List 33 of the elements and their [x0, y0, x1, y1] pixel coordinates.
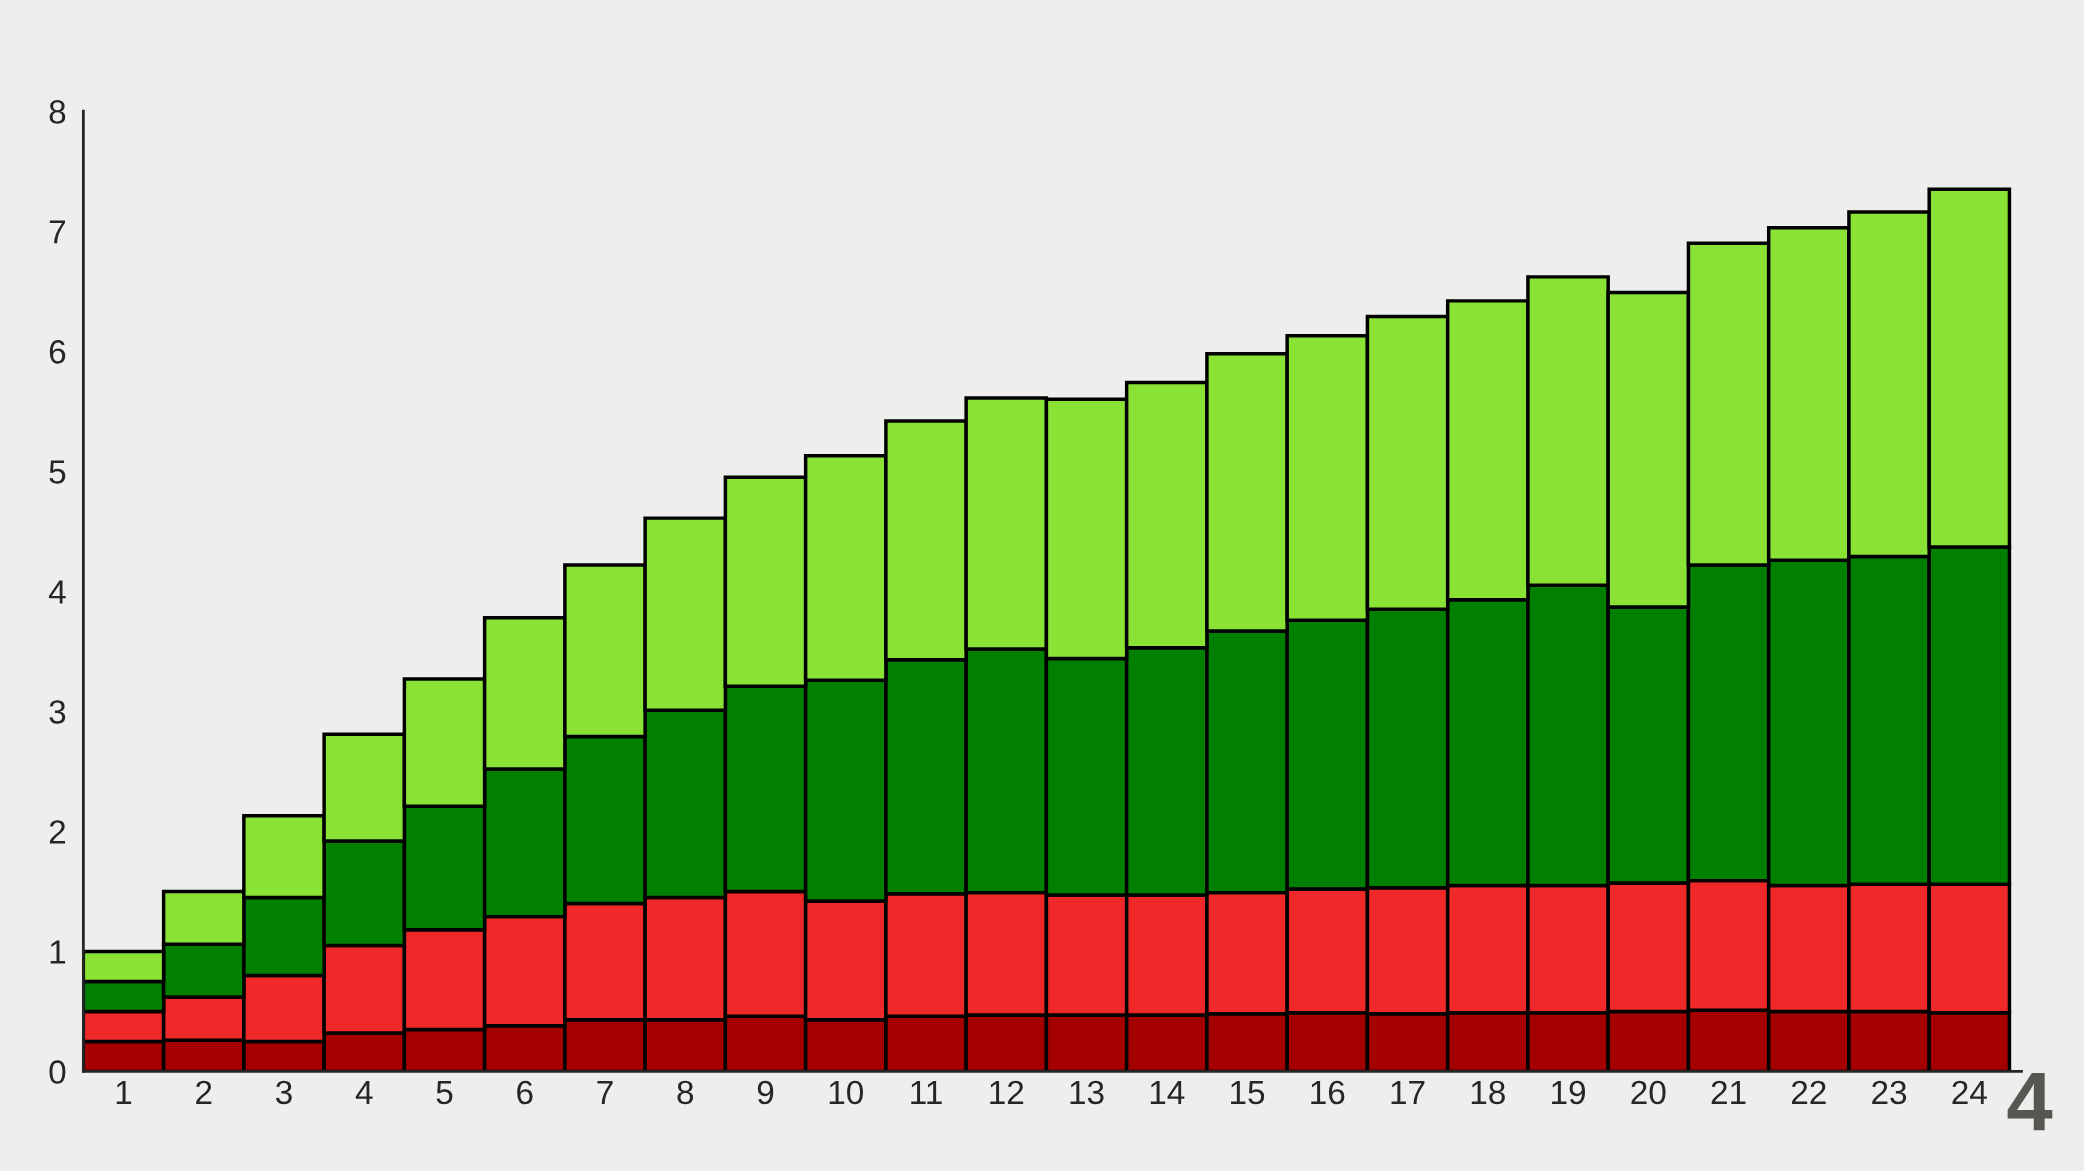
x-tick-label: 5 [436, 1081, 453, 1105]
x-tick-label: 11 [911, 1081, 942, 1104]
x-tick-label: 8 [677, 1080, 694, 1105]
y-tick-label: 4 [48, 580, 66, 604]
y-tick-label: 2 [49, 820, 66, 844]
x-tick-label: 13 [1070, 1080, 1104, 1105]
x-tick-label: 19 [1552, 1080, 1586, 1105]
x-tick-label: 14 [1150, 1081, 1185, 1104]
x-tick-label: 3 [276, 1080, 292, 1105]
x-tick-label: 23 [1872, 1080, 1907, 1105]
x-tick-label: 12 [990, 1080, 1024, 1104]
y-tick-label: 0 [49, 1060, 66, 1084]
x-tick-label: 20 [1631, 1080, 1666, 1105]
y-tick-label: 3 [49, 700, 66, 724]
y-tick-label: 8 [49, 100, 66, 124]
y-tick-label: 6 [49, 340, 66, 364]
x-tick-label: 4 [355, 1081, 373, 1104]
y-tick-label: 1 [50, 940, 66, 964]
x-tick-label: 9 [757, 1080, 774, 1105]
x-tick-label: 16 [1311, 1080, 1345, 1105]
x-tick-label: 17 [1391, 1081, 1425, 1104]
x-tick-label: 2 [196, 1080, 212, 1104]
x-tick-label: 24 [1952, 1080, 1987, 1104]
x-tick-label: 18 [1471, 1080, 1505, 1105]
x-tick-label: 6 [517, 1080, 533, 1105]
y-tick-label: 5 [49, 460, 66, 484]
x-tick-label: 1 [116, 1081, 132, 1104]
y-tick-label: 7 [49, 220, 66, 244]
x-tick-label: 10 [829, 1080, 863, 1105]
x-tick-label: 7 [597, 1081, 613, 1104]
x-tick-label: 21 [1711, 1080, 1746, 1104]
x-tick-label: 15 [1231, 1081, 1265, 1105]
x-tick-label: 22 [1791, 1080, 1826, 1104]
